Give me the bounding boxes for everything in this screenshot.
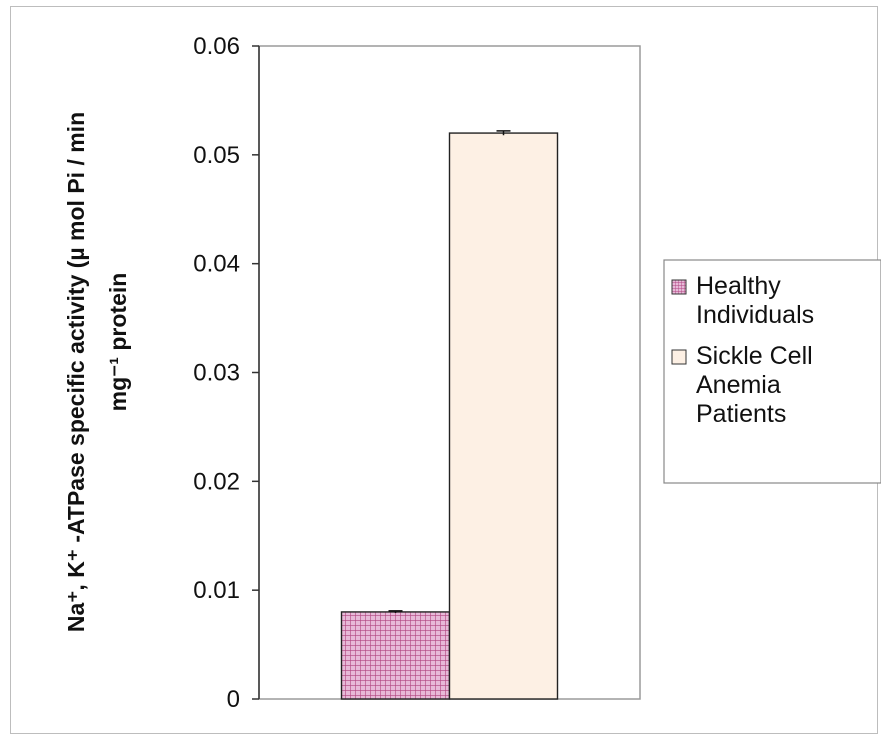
legend-label: Sickle Cell [696, 342, 813, 370]
legend-label: Healthy [696, 272, 781, 300]
legend-label: Individuals [696, 301, 814, 329]
y-tick-label: 0 [227, 686, 240, 713]
y-tick-label: 0.05 [193, 142, 240, 169]
y-tick-label: 0.04 [193, 251, 240, 278]
y-axis-label: Na⁺, K⁺ -ATPase specific activity (µ mol… [63, 112, 131, 632]
legend-label: Patients [696, 400, 786, 428]
bar [340, 611, 451, 700]
y-tick-label: 0.06 [193, 33, 240, 60]
legend-swatch [671, 279, 687, 295]
y-tick-label: 0.02 [193, 468, 240, 495]
y-axis-label-line2: mg⁻¹ protein [105, 273, 131, 412]
bar [448, 132, 559, 700]
y-axis-label-line1: Na⁺, K⁺ -ATPase specific activity (µ mol… [63, 112, 89, 632]
y-axis: 0 0.01 0.02 0.03 0.04 0.05 0.06 [193, 33, 260, 713]
legend-swatch [671, 349, 687, 365]
y-tick-label: 0.03 [193, 360, 240, 387]
legend-label: Anemia [696, 371, 781, 399]
bars-group [340, 130, 559, 700]
y-tick-label: 0.01 [193, 577, 240, 604]
legend-box [663, 259, 881, 484]
